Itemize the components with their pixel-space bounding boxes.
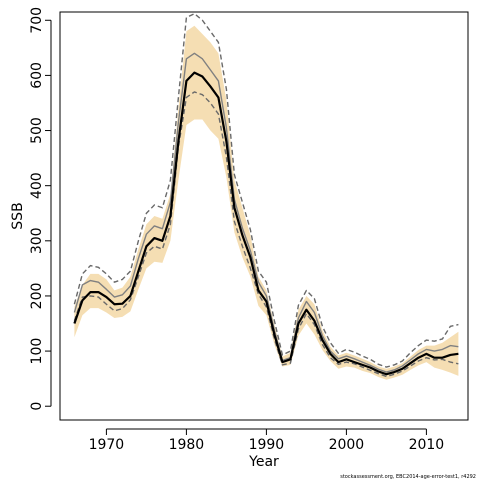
x-tick-label: 2010 — [409, 437, 445, 453]
estimate-line — [73, 71, 459, 376]
y-tick-label: 0 — [29, 402, 45, 411]
x-tick-label: 2000 — [329, 437, 365, 453]
y-axis-title: SSB — [10, 202, 26, 229]
footnote: stockassessment.org, EBC2014-age-error-t… — [340, 474, 476, 480]
x-axis-title: Year — [248, 454, 279, 470]
alt-upper-bound-line — [73, 12, 459, 368]
alt-estimate-line — [73, 52, 459, 373]
x-tick-label: 1970 — [89, 437, 125, 453]
y-tick-label: 600 — [29, 62, 45, 89]
y-tick-label: 700 — [29, 7, 45, 34]
axes: 1970 1980 1990 2000 2010 0 100 200 300 400 500 600 7… — [29, 7, 444, 453]
y-tick-label: 400 — [29, 172, 45, 199]
x-tick-label: 1990 — [249, 437, 285, 453]
alt-lower-bound-line — [73, 91, 459, 378]
confidence-band — [74, 25, 459, 380]
x-tick-label: 1980 — [169, 437, 205, 453]
y-tick-label: 200 — [29, 283, 45, 310]
y-tick-label: 100 — [29, 338, 45, 365]
plot-area — [73, 12, 459, 380]
plot-frame — [59, 11, 469, 421]
y-tick-label: 300 — [29, 227, 45, 254]
y-tick-label: 500 — [29, 117, 45, 144]
